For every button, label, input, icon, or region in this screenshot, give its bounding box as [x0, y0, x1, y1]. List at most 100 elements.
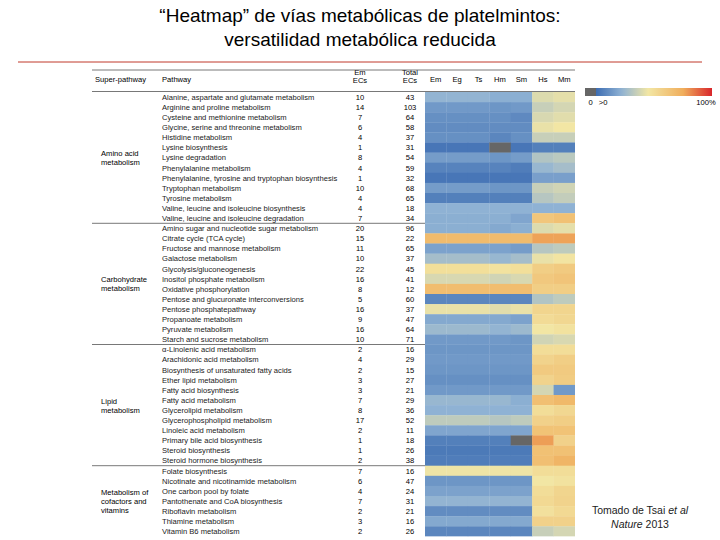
heat-cell [489, 132, 511, 142]
pathway-label: Steroid hormone biosynthesis [162, 456, 262, 465]
heat-cell [425, 122, 447, 132]
heat-cell [554, 193, 575, 203]
heat-cell [532, 526, 554, 536]
heat-cell [532, 244, 554, 254]
heat-cell [468, 506, 490, 516]
total-ecs: 29 [406, 355, 414, 364]
heat-cell [468, 456, 490, 466]
heat-cell [489, 405, 511, 415]
heat-cell [511, 193, 533, 203]
heat-cell [425, 112, 447, 122]
heat-cell [532, 334, 554, 344]
heat-cell [489, 173, 511, 183]
total-ecs: 22 [406, 234, 414, 243]
heat-cell [511, 425, 533, 435]
heat-cell [489, 122, 511, 132]
heat-cell [511, 92, 533, 102]
heat-cell [554, 476, 575, 486]
colorbar-tick-label: >0 [599, 98, 608, 107]
heat-cell [532, 375, 554, 385]
heat-cell [446, 314, 468, 324]
title-rule [18, 62, 702, 63]
total-ecs: 21 [406, 507, 414, 516]
heat-cell [468, 102, 490, 112]
heat-cell [554, 405, 575, 415]
heat-cell [446, 486, 468, 496]
heat-cell [468, 405, 490, 415]
heat-cell [511, 223, 533, 233]
total-ecs: 47 [406, 315, 414, 324]
heat-cell [554, 334, 575, 344]
heat-cell [489, 425, 511, 435]
heat-cell [446, 496, 468, 506]
heat-cell [532, 132, 554, 142]
pathway-label: Pentose and glucuronate interconversions [162, 295, 304, 304]
heat-cell [532, 274, 554, 284]
heat-cell [468, 415, 490, 425]
pathway-label: Tryptophan metabolism [162, 184, 241, 193]
total-ecs: 31 [406, 143, 414, 152]
heat-cell [468, 274, 490, 284]
total-ecs: 26 [406, 527, 414, 536]
heat-cell [554, 284, 575, 294]
heat-cell [532, 345, 554, 355]
heat-cell [468, 193, 490, 203]
heat-cell [554, 375, 575, 385]
header-rule [92, 70, 575, 71]
super-pathway-label: cofactors and [101, 497, 147, 506]
heat-cell [425, 415, 447, 425]
heat-cell [532, 143, 554, 153]
pathway-label: Valine, leucine and isoleucine biosynthe… [162, 204, 306, 213]
heat-cell [511, 203, 533, 213]
heat-cell [532, 254, 554, 264]
heat-cell [425, 476, 447, 486]
total-ecs: 64 [406, 113, 414, 122]
heat-cell [511, 163, 533, 173]
column-label: Mm [558, 75, 571, 84]
heat-cell [489, 193, 511, 203]
heat-cell [554, 294, 575, 304]
heat-cell [554, 153, 575, 163]
pathway-label: Glycerophospholipid metabolism [162, 416, 272, 425]
heat-cell [468, 112, 490, 122]
heat-cell [511, 153, 533, 163]
heat-cell [446, 132, 468, 142]
heat-cell [468, 314, 490, 324]
heat-cell [532, 112, 554, 122]
heat-cell [468, 375, 490, 385]
heat-cell [425, 405, 447, 415]
heat-cell [554, 395, 575, 405]
em-ecs: 16 [356, 275, 364, 284]
heat-cell [468, 516, 490, 526]
heat-cell [468, 264, 490, 274]
heat-cell [468, 244, 490, 254]
heat-cell [489, 345, 511, 355]
heat-cell [489, 385, 511, 395]
heat-cell [446, 375, 468, 385]
heat-cell [468, 163, 490, 173]
total-ecs: 71 [406, 335, 414, 344]
em-ecs: 4 [358, 164, 362, 173]
heat-cell [511, 122, 533, 132]
source-text: Nature [611, 518, 643, 530]
total-ecs: 47 [406, 477, 414, 486]
heat-cell [511, 395, 533, 405]
total-ecs: 16 [406, 517, 414, 526]
heat-cell [446, 122, 468, 132]
heat-cell [468, 122, 490, 132]
heat-cell [468, 132, 490, 142]
heat-cell [425, 345, 447, 355]
pathway-label: Glycerolipid metabolism [162, 406, 243, 415]
heat-cell [532, 476, 554, 486]
em-ecs: 7 [358, 467, 362, 476]
heat-cell [468, 183, 490, 193]
heat-cell [446, 334, 468, 344]
heat-cell [489, 264, 511, 274]
total-ecs: 60 [406, 295, 414, 304]
heat-cell [489, 183, 511, 193]
heat-cell [446, 183, 468, 193]
source-text: et al [668, 504, 689, 516]
total-ecs: 37 [406, 254, 414, 263]
super-pathway-label: vitamins [101, 506, 129, 515]
total-ecs: 37 [406, 133, 414, 142]
